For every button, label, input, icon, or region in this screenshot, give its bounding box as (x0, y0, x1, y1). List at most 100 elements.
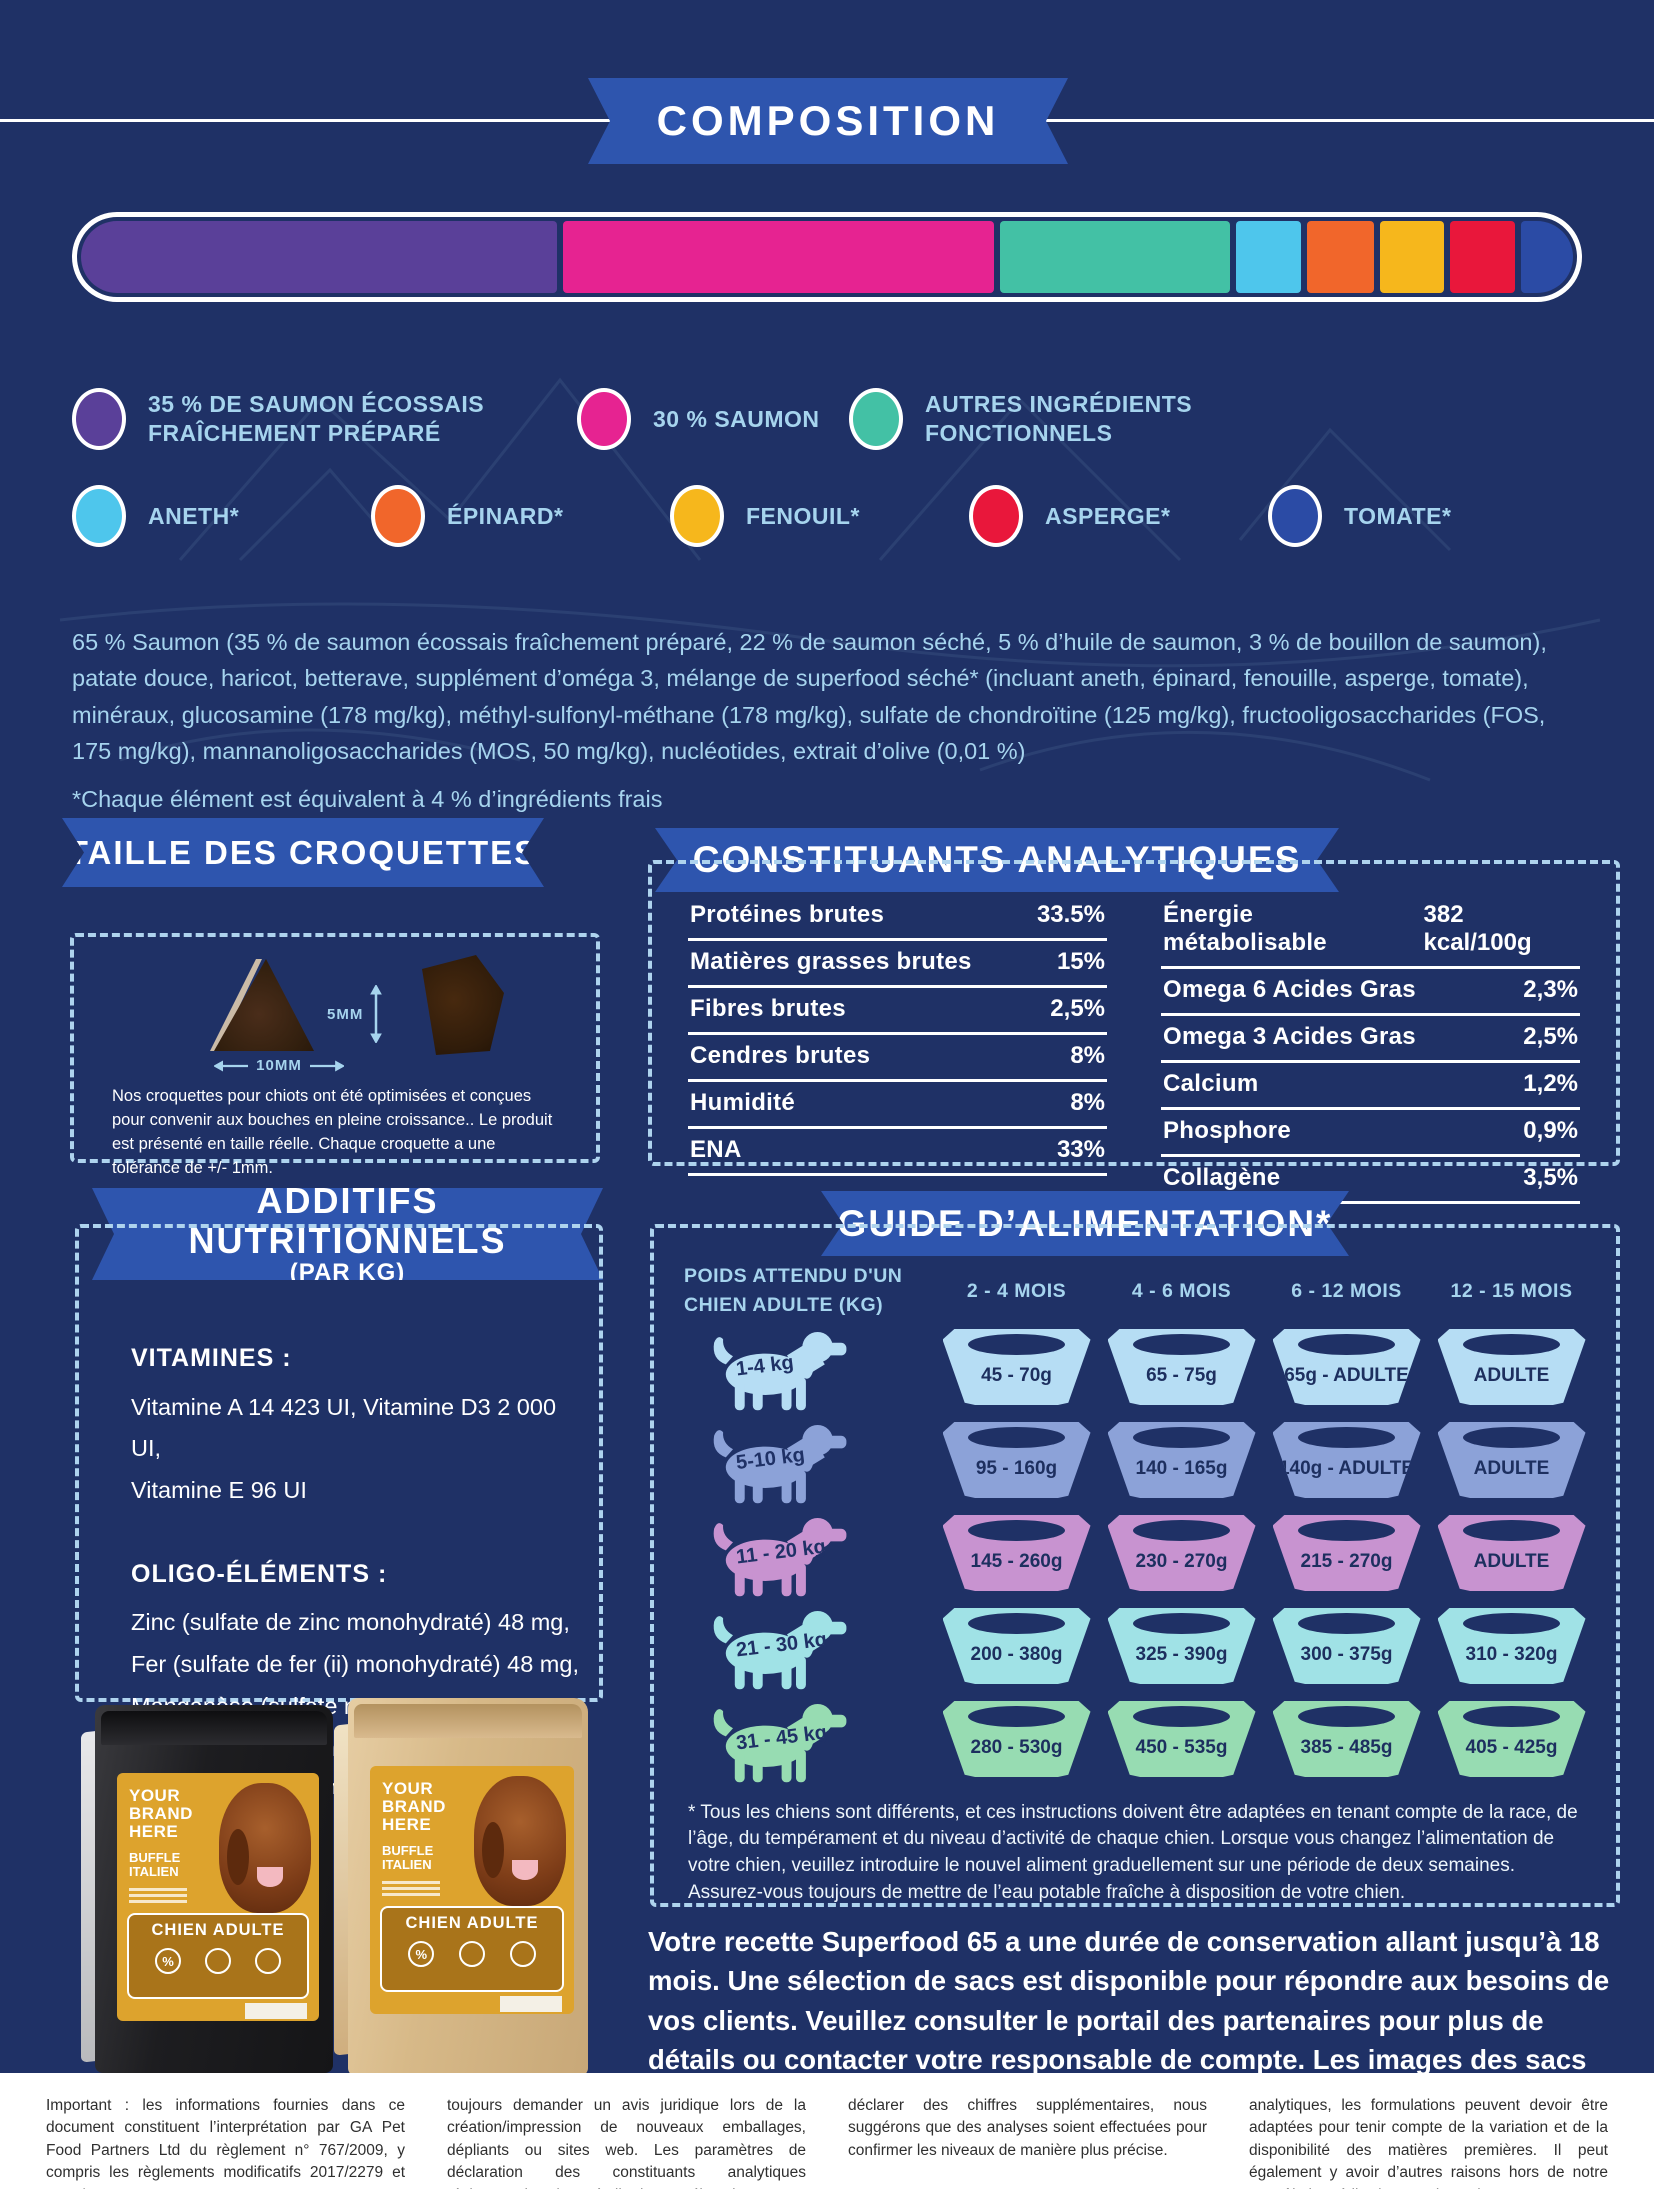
bar-segment-saumon (563, 221, 995, 293)
feeding-bowl: 230 - 270g (1107, 1515, 1256, 1591)
bar-segment-asperge (1450, 221, 1515, 293)
kibble-size-box: 5MM 10MM Nos croquettes pour chiots ont … (70, 933, 600, 1177)
bag-band-title: CHIEN ADULTE (151, 1921, 285, 1939)
feeding-amount: 140 - 165g (1135, 1457, 1228, 1479)
bag-product-band: CHIEN ADULTE % (380, 1906, 564, 1992)
analytical-table: Protéines brutes 33.5% Matières grasses b… (652, 864, 1616, 1204)
vitamins-line: Vitamine A 14 423 UI, Vitamine D3 2 000 … (131, 1393, 557, 1462)
analyte-label: Matières grasses brutes (690, 948, 972, 975)
legend-label: TOMATE* (1344, 502, 1452, 529)
feeding-bowl: 310 - 320g (1437, 1608, 1586, 1684)
feeding-amount: 65g - ADULTE (1284, 1364, 1409, 1386)
feeding-bowl: 280 - 530g (942, 1701, 1091, 1777)
analyte-value: 2,5% (1523, 1023, 1578, 1050)
bowl-opening (967, 1333, 1066, 1355)
feeding-amount: 45 - 70g (981, 1364, 1052, 1386)
bowl-opening (967, 1705, 1066, 1727)
kibble-height-dimension: 5MM (327, 985, 383, 1043)
bar-segment-fenouil (1379, 221, 1445, 293)
percent-icon: % (155, 1948, 181, 1974)
bowl-opening (1297, 1705, 1396, 1727)
legend-dot-red (969, 485, 1023, 547)
legend-label: ANETH* (148, 502, 240, 529)
analyte-value: 2,5% (1050, 995, 1105, 1022)
legend-dot-darkblue (1268, 485, 1322, 547)
bag-brand-text: YOUR BRAND HERE (382, 1779, 446, 1834)
animal-icon (205, 1948, 231, 1974)
column-header-12-15-mois: 12 - 15 MOIS (1450, 1279, 1573, 1302)
feeding-amount: 145 - 260g (970, 1550, 1063, 1572)
dog-silhouette-icon (713, 1703, 847, 1782)
analytical-left-column: Protéines brutes 33.5% Matières grasses b… (688, 894, 1107, 1204)
legend-item-fenouil: FENOUIL* (670, 485, 969, 547)
dog-weight-cell: 1-4 kg (684, 1321, 934, 1414)
bowl-opening (1132, 1612, 1231, 1634)
analyte-value: 33% (1056, 1136, 1105, 1163)
bowl-opening (1132, 1705, 1231, 1727)
feeding-bowl: 140g - ADULTE (1272, 1422, 1421, 1498)
table-row: Phosphore 0,9% (1161, 1110, 1580, 1157)
feeding-bowl: 200 - 380g (942, 1608, 1091, 1684)
legal-column-4: analytiques, les formulations peuvent de… (1249, 2097, 1608, 2189)
feeding-bowl: 145 - 260g (942, 1515, 1091, 1591)
legend-superfoods-row: ANETH* ÉPINARD* FENOUIL* ASPERGE* TOMATE… (72, 485, 1582, 547)
bag-variety-text: BUFFLE ITALIEN (382, 1843, 434, 1873)
feeding-amount: 215 - 270g (1300, 1550, 1393, 1572)
legend-dot-lightblue (72, 485, 126, 547)
bowl-opening (1297, 1612, 1396, 1634)
bag-top-seal (101, 1711, 327, 1745)
feeding-amount: 280 - 530g (970, 1736, 1063, 1758)
table-row: Cendres brutes 8% (688, 1035, 1107, 1082)
vitamins-line: Vitamine E 96 UI (131, 1477, 307, 1504)
analyte-label: Phosphore (1163, 1117, 1292, 1144)
bag-dog-photo (474, 1776, 566, 1906)
legal-footer: Important : les informations fournies da… (0, 2073, 1654, 2189)
table-row: Collagène 3,5% (1161, 1157, 1580, 1204)
legend-label: ASPERGE* (1045, 502, 1171, 529)
bowl-opening (1462, 1705, 1561, 1727)
grain-free-icon (255, 1948, 281, 1974)
feeding-bowl: 300 - 375g (1272, 1608, 1421, 1684)
table-row: Fibres brutes 2,5% (688, 988, 1107, 1035)
column-header-4-6-mois: 4 - 6 MOIS (1131, 1279, 1232, 1302)
legend-item-aneth: ANETH* (72, 485, 371, 547)
legend-label: FENOUIL* (746, 502, 860, 529)
analytical-title: CONSTITUANTS ANALYTIQUES (692, 839, 1302, 880)
bowl-opening (1462, 1612, 1561, 1634)
analyte-value: 382 kcal/100g (1423, 901, 1532, 956)
analyte-label: Protéines brutes (690, 901, 885, 928)
analytical-box: Protéines brutes 33.5% Matières grasses b… (648, 860, 1620, 1204)
bag-variety-text: BUFFLE ITALIEN (129, 1850, 181, 1880)
feeding-bowl: 95 - 160g (942, 1422, 1091, 1498)
feeding-amount: 65 - 75g (1146, 1364, 1217, 1386)
table-row: ENA 33% (688, 1129, 1107, 1176)
legend-item-asperge: ASPERGE* (969, 485, 1268, 547)
dog-silhouette-icon (713, 1331, 847, 1410)
analyte-value: 0,9% (1523, 1117, 1578, 1144)
feeding-bowl: ADULTE (1437, 1329, 1586, 1405)
table-row: Humidité 8% (688, 1082, 1107, 1129)
dog-weight-cell: 31 - 45 kg (684, 1693, 934, 1786)
legend-primary-row: 35 % DE SAUMON ÉCOSSAIS FRAÎCHEMENT PRÉP… (72, 388, 1582, 450)
bowl-opening (1132, 1333, 1231, 1355)
feeding-amount: ADULTE (1473, 1550, 1550, 1572)
analyte-label: Humidité (690, 1089, 796, 1116)
kibble-size-title: TAILLE DES CROQUETTES (67, 833, 539, 871)
feeding-amount: 405 - 425g (1465, 1736, 1558, 1758)
dog-silhouette-icon (713, 1610, 847, 1689)
feeding-amount: 300 - 375g (1300, 1643, 1393, 1665)
analyte-value: 33.5% (1036, 901, 1105, 928)
animal-icon (458, 1941, 485, 1967)
bag-band-title: CHIEN ADULTE (405, 1914, 539, 1932)
legend-item-saumon: 30 % SAUMON (577, 388, 849, 450)
grain-free-icon (509, 1941, 536, 1967)
column-header-2-4-mois: 2 - 4 MOIS (966, 1279, 1067, 1302)
feeding-guide-table: POIDS ATTENDU D'UN CHIEN ADULTE (KG) 2 -… (654, 1228, 1616, 1786)
feeding-bowl: 45 - 70g (942, 1329, 1091, 1405)
kibble-width-dimension: 10MM (214, 1057, 344, 1074)
feeding-bowl: 405 - 425g (1437, 1701, 1586, 1777)
feeding-bowl: 215 - 270g (1272, 1515, 1421, 1591)
feeding-amount: 95 - 160g (975, 1457, 1058, 1479)
feeding-bowl: ADULTE (1437, 1515, 1586, 1591)
